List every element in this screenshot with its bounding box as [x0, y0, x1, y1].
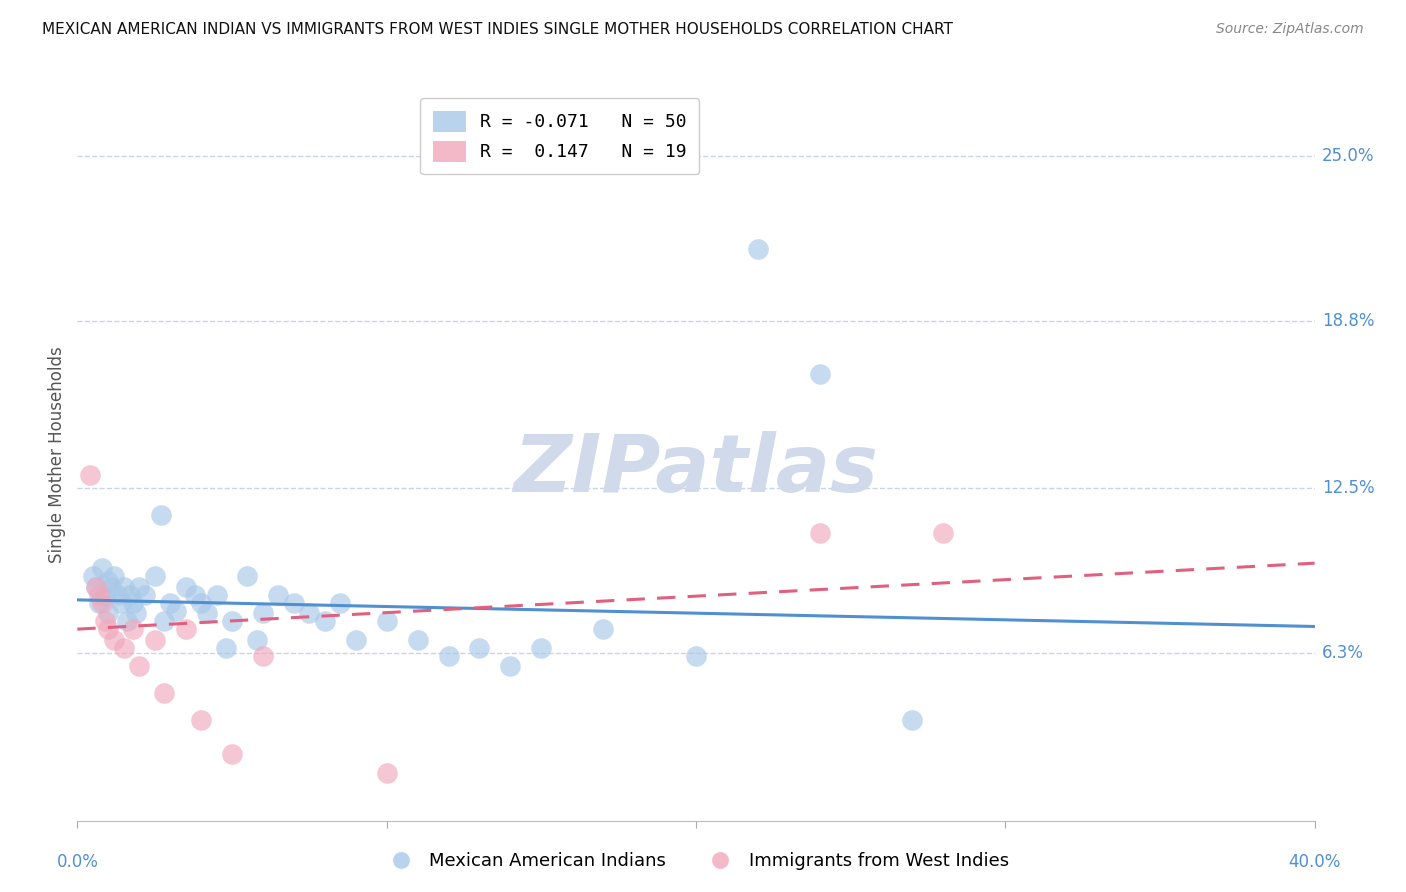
Point	[159, 595, 181, 609]
Point	[283, 595, 305, 609]
Point	[190, 595, 212, 609]
Text: Source: ZipAtlas.com: Source: ZipAtlas.com	[1216, 22, 1364, 37]
Point	[91, 595, 114, 609]
Point	[128, 580, 150, 594]
Point	[79, 467, 101, 482]
Point	[685, 648, 707, 663]
Point	[252, 648, 274, 663]
Point	[314, 614, 336, 628]
Text: 6.3%: 6.3%	[1322, 644, 1364, 662]
Point	[184, 588, 207, 602]
Text: ZIPatlas: ZIPatlas	[513, 431, 879, 508]
Point	[344, 632, 367, 647]
Point	[94, 614, 117, 628]
Point	[437, 648, 460, 663]
Point	[110, 595, 132, 609]
Point	[97, 574, 120, 589]
Point	[87, 595, 110, 609]
Point	[205, 588, 228, 602]
Point	[122, 595, 145, 609]
Text: 25.0%: 25.0%	[1322, 146, 1374, 165]
Point	[901, 713, 924, 727]
Point	[107, 588, 129, 602]
Point	[97, 622, 120, 636]
Point	[375, 765, 398, 780]
Point	[808, 526, 831, 541]
Point	[375, 614, 398, 628]
Point	[149, 508, 172, 522]
Point	[530, 640, 553, 655]
Point	[267, 588, 290, 602]
Text: 12.5%: 12.5%	[1322, 479, 1374, 497]
Point	[808, 367, 831, 381]
Point	[103, 632, 125, 647]
Point	[174, 580, 197, 594]
Point	[153, 686, 176, 700]
Point	[153, 614, 176, 628]
Point	[122, 622, 145, 636]
Point	[329, 595, 352, 609]
Point	[112, 640, 135, 655]
Point	[128, 659, 150, 673]
Point	[115, 614, 138, 628]
Point	[246, 632, 269, 647]
Point	[84, 580, 107, 594]
Point	[94, 588, 117, 602]
Point	[298, 606, 321, 620]
Point	[468, 640, 491, 655]
Point	[100, 580, 122, 594]
Point	[87, 588, 110, 602]
Point	[82, 569, 104, 583]
Point	[143, 632, 166, 647]
Point	[112, 580, 135, 594]
Point	[143, 569, 166, 583]
Text: 40.0%: 40.0%	[1288, 853, 1341, 871]
Point	[97, 606, 120, 620]
Point	[221, 747, 243, 761]
Point	[118, 588, 141, 602]
Point	[747, 242, 769, 256]
Text: 18.8%: 18.8%	[1322, 311, 1374, 330]
Point	[134, 588, 156, 602]
Point	[932, 526, 955, 541]
Point	[190, 713, 212, 727]
Text: MEXICAN AMERICAN INDIAN VS IMMIGRANTS FROM WEST INDIES SINGLE MOTHER HOUSEHOLDS : MEXICAN AMERICAN INDIAN VS IMMIGRANTS FR…	[42, 22, 953, 37]
Point	[236, 569, 259, 583]
Point	[195, 606, 218, 620]
Point	[406, 632, 429, 647]
Text: 0.0%: 0.0%	[56, 853, 98, 871]
Point	[103, 569, 125, 583]
Point	[592, 622, 614, 636]
Point	[499, 659, 522, 673]
Point	[91, 561, 114, 575]
Legend: Mexican American Indians, Immigrants from West Indies: Mexican American Indians, Immigrants fro…	[375, 845, 1017, 878]
Y-axis label: Single Mother Households: Single Mother Households	[48, 347, 66, 563]
Point	[174, 622, 197, 636]
Point	[165, 603, 187, 617]
Point	[252, 606, 274, 620]
Point	[84, 580, 107, 594]
Point	[125, 606, 148, 620]
Point	[221, 614, 243, 628]
Point	[215, 640, 238, 655]
